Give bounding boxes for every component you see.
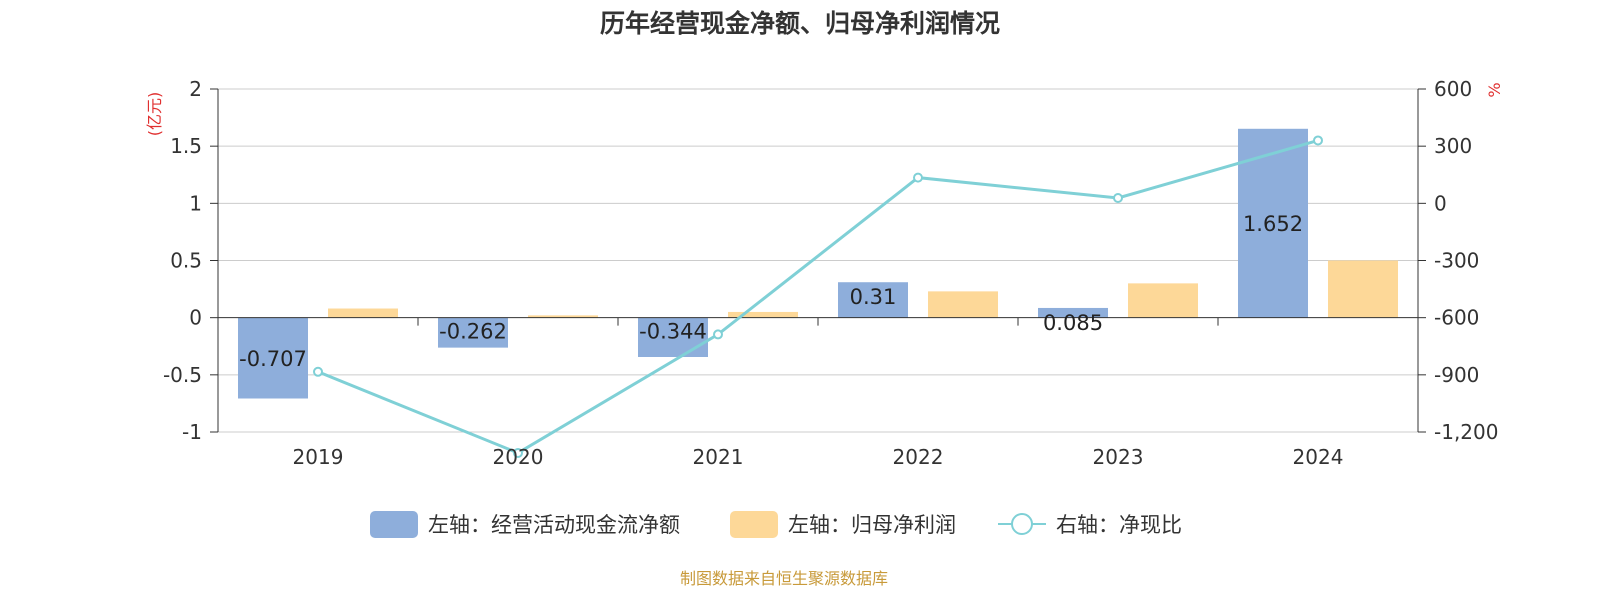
bar-cashflow <box>438 317 508 348</box>
bar-data-label: -0.262 <box>439 320 507 344</box>
x-tick-label: 2019 <box>293 445 344 469</box>
right-axis-unit: % <box>1485 82 1504 97</box>
bar-profit <box>528 315 598 318</box>
bar-profit <box>728 311 798 318</box>
left-tick-label: 1.5 <box>170 134 202 158</box>
left-axis-unit: (亿元) <box>145 92 164 137</box>
bar-profit <box>1328 260 1398 318</box>
right-tick-label: 600 <box>1434 77 1472 101</box>
legend-swatch <box>370 511 418 538</box>
right-tick-label: 0 <box>1434 191 1447 215</box>
left-tick-label: -0.5 <box>163 363 202 387</box>
bar-cashflow <box>838 282 908 318</box>
x-tick-label: 2023 <box>1093 445 1144 469</box>
x-tick-label: 2021 <box>693 445 744 469</box>
grid-lines <box>218 88 1418 433</box>
legend-marker <box>1011 513 1033 535</box>
legend-label: 左轴：经营活动现金流净额 <box>428 513 680 537</box>
bars <box>238 128 1398 399</box>
chart-title: 历年经营现金净额、归母净利润情况 <box>600 9 1000 38</box>
bar-cashflow <box>638 317 708 357</box>
left-tick-label: 0.5 <box>170 249 202 273</box>
right-tick-label: 300 <box>1434 134 1472 158</box>
bar-data-label: 0.085 <box>1043 311 1103 335</box>
legend: 左轴：经营活动现金流净额 左轴：归母净利润 右轴：净现比 <box>370 511 1182 538</box>
axes <box>217 89 1419 432</box>
bar-profit <box>1128 283 1198 318</box>
ratio-line-path <box>317 139 1319 455</box>
left-axis-ticks: -1 -0.5 0 0.5 1 1.5 2 <box>163 77 218 444</box>
ratio-point <box>513 447 523 458</box>
bar-profit <box>328 308 398 318</box>
ratio-point <box>313 366 323 377</box>
bar-data-label: 0.31 <box>850 285 897 309</box>
right-tick-label: -1,200 <box>1434 420 1498 444</box>
x-axis-ticks: 2019 2020 2021 2022 2023 2024 <box>293 445 1344 469</box>
bar-labels: -0.707 -0.262 -0.344 0.31 0.085 1.652 <box>239 212 1303 371</box>
bar-cashflow <box>1038 307 1108 318</box>
ratio-point <box>1113 192 1123 203</box>
left-tick-label: -1 <box>182 420 202 444</box>
bar-data-label: -0.707 <box>239 347 307 371</box>
bar-data-label: 1.652 <box>1243 212 1303 236</box>
legend-label: 左轴：归母净利润 <box>788 513 956 537</box>
ratio-point <box>1313 135 1323 146</box>
right-tick-label: -300 <box>1434 249 1479 273</box>
left-tick-label: 1 <box>189 191 202 215</box>
right-axis-ticks: -1,200 -900 -600 -300 0 300 600 <box>1418 77 1498 444</box>
legend-label: 右轴：净现比 <box>1056 513 1182 537</box>
left-tick-label: 2 <box>189 77 202 101</box>
legend-swatch <box>730 511 778 538</box>
x-tick-label: 2020 <box>493 445 544 469</box>
right-tick-label: -600 <box>1434 306 1479 330</box>
ratio-point <box>713 329 723 340</box>
ratio-point <box>913 172 923 183</box>
ratio-line <box>313 135 1323 458</box>
right-tick-label: -900 <box>1434 363 1479 387</box>
bar-cashflow <box>238 317 308 399</box>
bar-data-label: -0.344 <box>639 320 707 344</box>
x-tick-label: 2022 <box>893 445 944 469</box>
bar-profit <box>928 291 998 318</box>
left-tick-label: 0 <box>189 306 202 330</box>
x-tick-label: 2024 <box>1293 445 1344 469</box>
source-note: 制图数据来自恒生聚源数据库 <box>680 569 888 588</box>
